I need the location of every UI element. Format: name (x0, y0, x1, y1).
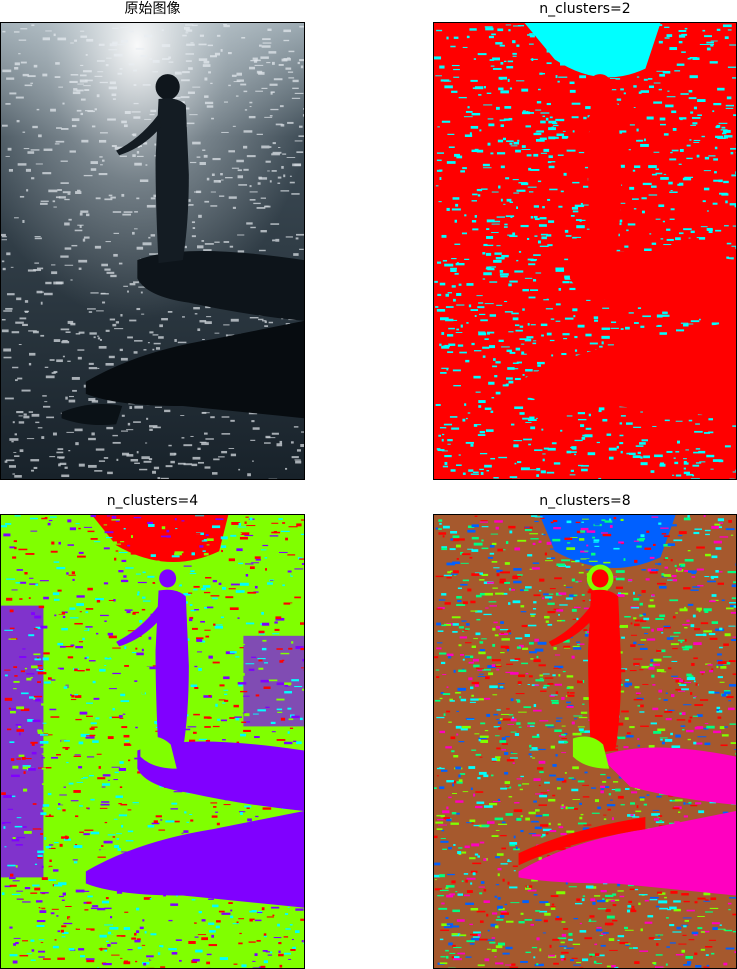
panel-title: n_clusters=2 (539, 1, 631, 17)
panel-kmeans-8: n_clusters=8 (433, 492, 737, 969)
panel-kmeans-2: n_clusters=2 (433, 0, 737, 480)
segmented-image-k2 (433, 22, 737, 480)
segmented-image-k2-svg (434, 23, 736, 479)
segmented-image-k4-svg (1, 515, 304, 968)
panel-kmeans-4: n_clusters=4 (0, 492, 305, 969)
panel-title: n_clusters=4 (106, 493, 199, 509)
original-photo-svg (1, 23, 304, 479)
panel-title: 原始图像 (124, 1, 181, 17)
segmented-image-k8-svg (434, 515, 736, 968)
segmented-image-k8 (433, 514, 737, 969)
panel-original-image: 原始图像 (0, 0, 305, 480)
original-photo (0, 22, 305, 480)
segmented-image-k4 (0, 514, 305, 969)
panel-title: n_clusters=8 (539, 493, 631, 509)
